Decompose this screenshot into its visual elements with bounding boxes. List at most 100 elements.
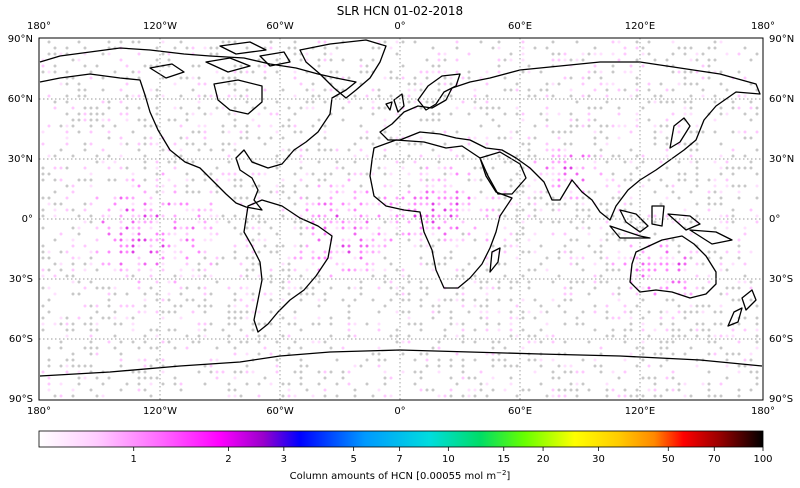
measurement-dot: [47, 52, 51, 56]
measurement-dot: [395, 286, 399, 290]
measurement-dot: [161, 40, 165, 44]
measurement-dot: [323, 202, 327, 206]
measurement-dot: [431, 268, 435, 272]
measurement-dot: [719, 304, 723, 308]
measurement-dot: [575, 172, 579, 176]
measurement-dot: [383, 382, 387, 386]
measurement-dot: [449, 376, 453, 380]
measurement-dot: [653, 292, 657, 296]
measurement-dot: [401, 370, 405, 374]
measurement-dot: [635, 274, 639, 278]
measurement-dot: [299, 250, 303, 254]
measurement-dot: [65, 208, 69, 212]
measurement-dot: [95, 376, 99, 380]
measurement-dot: [377, 40, 381, 44]
measurement-dot: [449, 172, 453, 176]
measurement-dot: [329, 250, 333, 254]
measurement-dot: [365, 64, 369, 68]
measurement-dot: [143, 202, 147, 206]
measurement-dot: [449, 256, 453, 260]
measurement-dot: [395, 196, 399, 200]
measurement-dot: [227, 220, 231, 224]
measurement-dot: [623, 340, 627, 344]
measurement-dot: [545, 124, 549, 128]
measurement-dot: [485, 100, 489, 104]
measurement-dot: [527, 88, 531, 92]
measurement-dot: [689, 232, 693, 236]
measurement-dot: [677, 160, 681, 164]
measurement-dot: [599, 256, 603, 260]
measurement-dot: [311, 100, 315, 104]
measurement-dot: [437, 166, 441, 170]
southeast-asia-islands: [609, 205, 733, 245]
measurement-dot: [587, 190, 591, 194]
measurement-dot: [443, 220, 447, 224]
measurement-dot: [143, 118, 147, 122]
measurement-dot: [227, 76, 231, 80]
measurement-dot: [209, 208, 213, 212]
measurement-dot: [215, 220, 219, 224]
measurement-dot: [191, 46, 195, 50]
arabian-peninsula: [479, 151, 527, 195]
measurement-dot: [731, 106, 735, 110]
measurement-dot: [449, 76, 453, 80]
measurement-dot: [497, 46, 501, 50]
measurement-dot: [365, 154, 369, 158]
measurement-dot: [131, 184, 135, 188]
measurement-dot: [485, 112, 489, 116]
measurement-dot: [179, 94, 183, 98]
measurement-dot: [143, 64, 147, 68]
measurement-dot: [689, 106, 693, 110]
measurement-dot: [605, 142, 609, 146]
measurement-dot: [665, 256, 669, 260]
measurement-dot: [647, 82, 651, 86]
measurement-dot: [425, 214, 429, 218]
measurement-dot: [107, 232, 111, 236]
measurement-dot: [473, 328, 477, 332]
measurement-dot: [419, 88, 423, 92]
measurement-dot: [173, 214, 177, 218]
measurement-dot: [89, 280, 93, 284]
measurement-dot: [125, 238, 129, 242]
measurement-dot: [89, 340, 93, 344]
measurement-dot: [263, 334, 267, 338]
measurement-dot: [185, 238, 189, 242]
measurement-dot: [671, 388, 675, 392]
measurement-dot: [71, 76, 75, 80]
measurement-dot: [395, 202, 399, 206]
measurement-dot: [197, 328, 201, 332]
measurement-dot: [719, 256, 723, 260]
measurement-dot: [107, 106, 111, 110]
measurement-dot: [335, 262, 339, 266]
measurement-dot: [131, 208, 135, 212]
measurement-dot: [137, 184, 141, 188]
measurement-dot: [533, 178, 537, 182]
measurement-dot: [689, 304, 693, 308]
measurement-dot: [245, 268, 249, 272]
measurement-dot: [713, 184, 717, 188]
measurement-dot: [533, 232, 537, 236]
measurement-dot: [599, 106, 603, 110]
measurement-dot: [359, 250, 363, 254]
measurement-dot: [623, 388, 627, 392]
measurement-dot: [503, 190, 507, 194]
measurement-dot: [161, 316, 165, 320]
measurement-dot: [449, 388, 453, 392]
measurement-dot: [407, 100, 411, 104]
measurement-dot: [239, 64, 243, 68]
measurement-dot: [623, 358, 627, 362]
measurement-dot: [485, 136, 489, 140]
measurement-dot: [293, 172, 297, 176]
measurement-dot: [611, 52, 615, 56]
measurement-dot: [365, 268, 369, 272]
measurement-dot: [443, 238, 447, 242]
measurement-dot: [179, 154, 183, 158]
measurement-dot: [209, 94, 213, 98]
measurement-dot: [245, 382, 249, 386]
measurement-dot: [281, 214, 285, 218]
measurement-dot: [497, 310, 501, 314]
measurement-dot: [323, 148, 327, 152]
measurement-dot: [413, 88, 417, 92]
measurement-dot: [635, 292, 639, 296]
measurement-dot: [371, 268, 375, 272]
